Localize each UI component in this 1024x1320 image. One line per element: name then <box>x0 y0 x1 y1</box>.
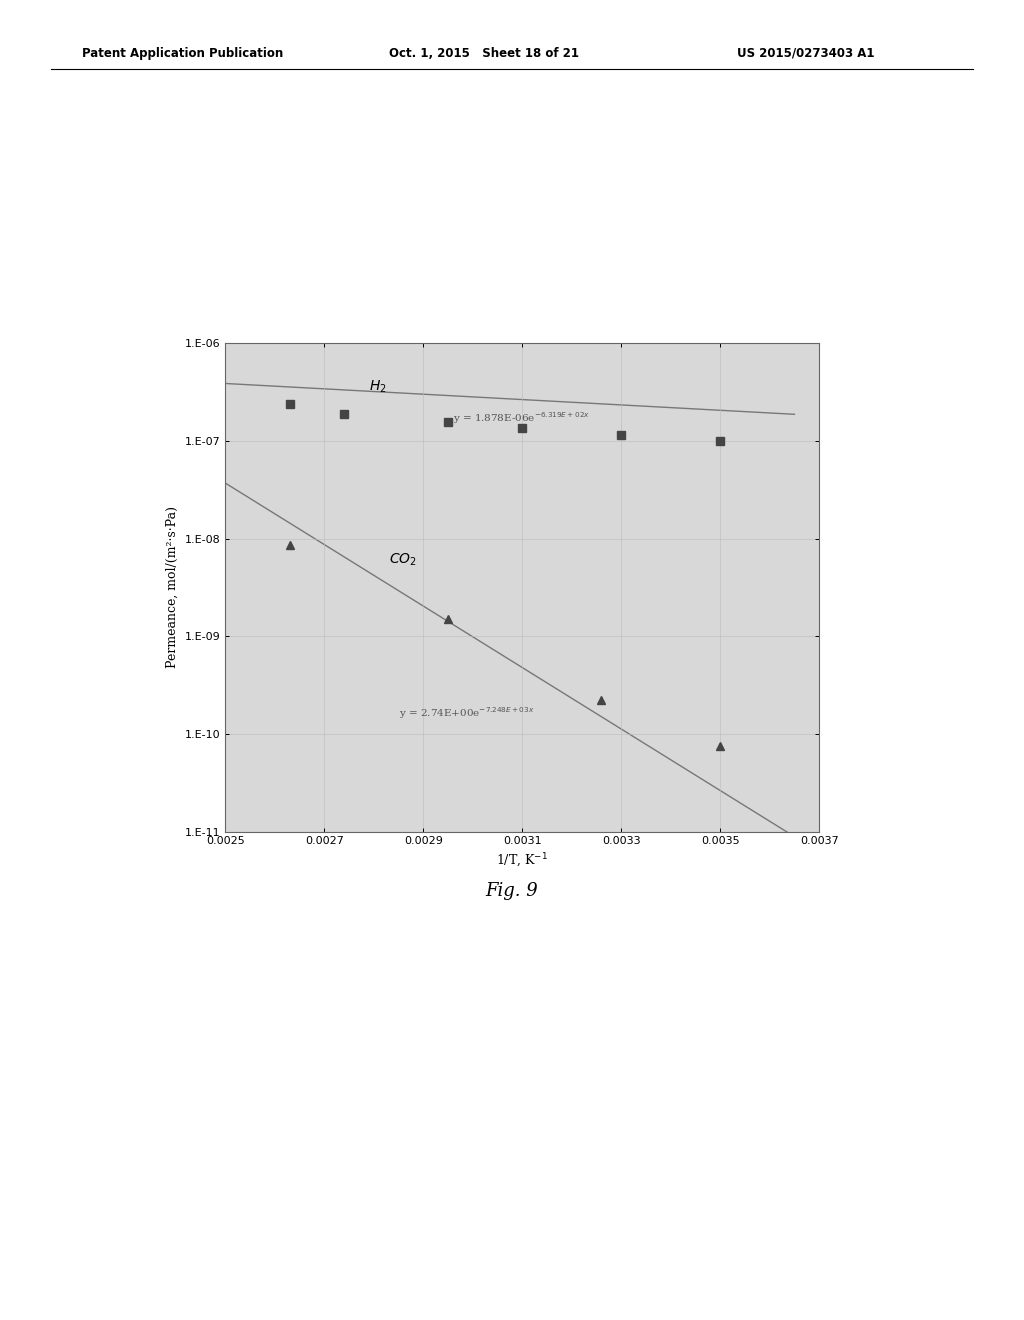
X-axis label: 1/T, K$^{-1}$: 1/T, K$^{-1}$ <box>497 851 548 870</box>
Text: US 2015/0273403 A1: US 2015/0273403 A1 <box>737 46 874 59</box>
Text: Oct. 1, 2015   Sheet 18 of 21: Oct. 1, 2015 Sheet 18 of 21 <box>389 46 580 59</box>
Text: $H_2$: $H_2$ <box>369 379 386 395</box>
Text: $CO_2$: $CO_2$ <box>389 552 417 569</box>
Y-axis label: Permeance, mol/(m²·s·Pa): Permeance, mol/(m²·s·Pa) <box>166 507 179 668</box>
Text: y = 1.878E-06e$^{-6.319E+02x}$: y = 1.878E-06e$^{-6.319E+02x}$ <box>453 411 590 426</box>
Text: y = 2.74E+00e$^{-7.248E+03x}$: y = 2.74E+00e$^{-7.248E+03x}$ <box>398 705 535 721</box>
Text: Patent Application Publication: Patent Application Publication <box>82 46 284 59</box>
Text: Fig. 9: Fig. 9 <box>485 882 539 900</box>
